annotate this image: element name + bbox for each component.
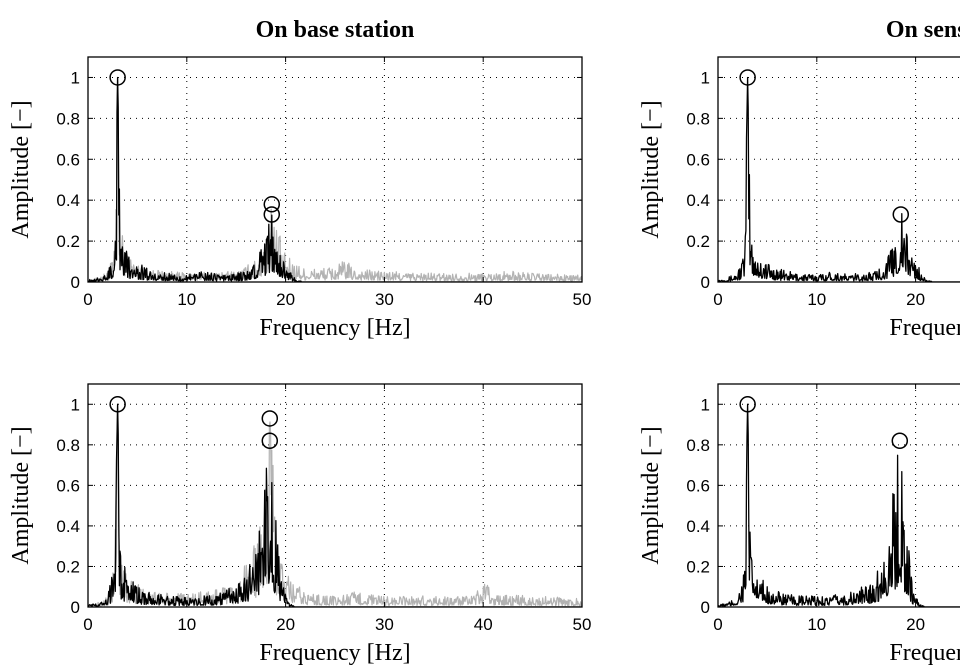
y-tick-label: 0 bbox=[71, 598, 80, 617]
x-tick-label: 20 bbox=[906, 290, 925, 309]
plot-frame bbox=[717, 383, 960, 608]
y-tick-label: 0.2 bbox=[686, 557, 710, 576]
series-line-1 bbox=[718, 76, 960, 282]
series-line-2 bbox=[88, 403, 582, 607]
x-tick-label: 0 bbox=[83, 290, 92, 309]
y-tick-label: 0.8 bbox=[56, 109, 80, 128]
peak-marker bbox=[892, 206, 910, 223]
y-tick-label: 1 bbox=[701, 68, 710, 87]
x-tick-label: 10 bbox=[807, 615, 826, 634]
y-tick-label: 0.8 bbox=[56, 436, 80, 455]
x-tick-label: 30 bbox=[375, 290, 394, 309]
x-axis-label: Frequency [Hz] bbox=[889, 315, 960, 341]
y-tick-label: 0.6 bbox=[56, 150, 80, 169]
peak-marker bbox=[109, 396, 126, 413]
peak-marker bbox=[739, 396, 756, 413]
y-tick-label: 0.6 bbox=[686, 476, 710, 495]
y-tick-label: 0 bbox=[701, 598, 710, 617]
y-tick-label: 1 bbox=[71, 395, 80, 414]
chart-panel-1: On base station 0 10 20 30 40 50 0 0.2 0.4 0.6 0.8 1… bbox=[8, 17, 591, 341]
panel-title: On base station bbox=[256, 17, 415, 43]
y-tick-label: 0.4 bbox=[686, 517, 710, 536]
y-tick-label: 0.8 bbox=[686, 436, 710, 455]
x-axis-label: Frequency [Hz] bbox=[259, 315, 410, 341]
y-tick-label: 0.4 bbox=[56, 191, 80, 210]
panel-title: On sensor node bbox=[886, 17, 960, 43]
y-tick-label: 0.8 bbox=[686, 109, 710, 128]
series-line-2 bbox=[88, 76, 582, 282]
x-axis-label: Frequency [Hz] bbox=[259, 640, 410, 666]
chart-panel-3: 0 10 20 30 40 50 0 0.2 0.4 0.6 0.8 1 Frequency [Hz] A… bbox=[8, 383, 592, 666]
y-tick-label: 0.4 bbox=[686, 191, 710, 210]
peak-marker bbox=[261, 432, 279, 450]
series-line-1 bbox=[88, 76, 582, 282]
peak-marker bbox=[263, 206, 281, 223]
y-tick-label: 0 bbox=[71, 273, 80, 292]
y-axis-label: Amplitude [−] bbox=[638, 426, 664, 564]
x-axis-label: Frequency [Hz] bbox=[889, 640, 960, 666]
y-axis-label: Amplitude [−] bbox=[8, 426, 34, 564]
y-tick-label: 0.2 bbox=[56, 557, 80, 576]
x-tick-label: 0 bbox=[83, 615, 92, 634]
x-tick-label: 10 bbox=[177, 615, 196, 634]
y-tick-label: 1 bbox=[701, 395, 710, 414]
x-tick-label: 20 bbox=[906, 615, 925, 634]
x-tick-label: 50 bbox=[573, 290, 592, 309]
x-tick-label: 50 bbox=[573, 615, 592, 634]
plot-frame bbox=[717, 56, 960, 283]
y-tick-label: 0.6 bbox=[686, 150, 710, 169]
y-axis-label: Amplitude [−] bbox=[638, 100, 664, 238]
y-tick-label: 1 bbox=[71, 68, 80, 87]
x-tick-label: 0 bbox=[713, 290, 722, 309]
y-tick-label: 0.2 bbox=[686, 232, 710, 251]
x-tick-label: 10 bbox=[177, 290, 196, 309]
x-tick-label: 20 bbox=[276, 615, 295, 634]
x-tick-label: 40 bbox=[474, 615, 493, 634]
y-tick-label: 0.2 bbox=[56, 232, 80, 251]
peak-marker bbox=[739, 69, 756, 86]
plot-frame bbox=[87, 383, 583, 608]
y-axis-label: Amplitude [−] bbox=[8, 100, 34, 238]
series-line-1 bbox=[88, 403, 582, 607]
x-tick-label: 20 bbox=[276, 290, 295, 309]
y-tick-label: 0.4 bbox=[56, 517, 80, 536]
peak-marker bbox=[109, 69, 126, 86]
x-tick-label: 30 bbox=[375, 615, 394, 634]
x-tick-label: 10 bbox=[807, 290, 826, 309]
series-line-1 bbox=[718, 403, 960, 607]
plot-frame bbox=[87, 56, 583, 283]
peak-marker bbox=[891, 432, 909, 450]
x-tick-label: 40 bbox=[474, 290, 493, 309]
peak-marker bbox=[261, 410, 279, 427]
chart-panel-2: On sensor node0102030405000.20.40.60.81F… bbox=[638, 17, 960, 341]
peak-marker bbox=[263, 196, 281, 213]
y-tick-label: 0.6 bbox=[56, 476, 80, 495]
y-tick-label: 0 bbox=[701, 273, 710, 292]
x-tick-label: 0 bbox=[713, 615, 722, 634]
